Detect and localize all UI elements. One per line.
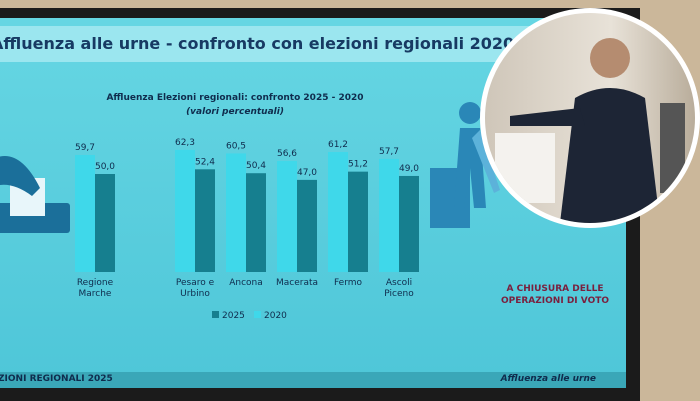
value-label: 62,3: [175, 138, 195, 148]
x-tick-label: Regione Marche: [76, 278, 114, 299]
value-label: 51,2: [348, 160, 368, 170]
legend-swatch: [254, 311, 261, 318]
voter-icon: [430, 102, 500, 228]
x-tick-label: Ancona: [229, 278, 263, 288]
value-label: 50,0: [95, 162, 115, 172]
value-label: 57,7: [379, 147, 399, 157]
chart: Affluenza Elezioni regionali: confronto …: [0, 93, 500, 321]
chart-subtitle: (valori percentuali): [186, 107, 284, 117]
footer-right: Affluenza alle urne: [500, 374, 596, 384]
value-label: 50,4: [246, 161, 266, 171]
bar: [75, 154, 95, 272]
footer-left: ELEZIONI REGIONALI 2025: [0, 374, 113, 384]
bar: [328, 152, 348, 272]
legend-label: 2025: [222, 311, 245, 321]
bar: [246, 173, 266, 272]
value-label: 61,2: [328, 140, 348, 150]
value-label: 52,4: [195, 157, 215, 167]
x-tick-label: Fermo: [333, 278, 363, 288]
legend-label: 2020: [264, 311, 287, 321]
x-tick-label: Pesaro e Urbino: [175, 278, 215, 299]
bar: [297, 179, 317, 272]
footer: ELEZIONI REGIONALI 2025 Affluenza alle u…: [0, 372, 626, 388]
photo-figure: [495, 38, 685, 223]
bar: [175, 149, 195, 272]
legend-swatch: [212, 311, 219, 318]
value-label: 60,5: [226, 141, 246, 151]
x-tick-label: Ascoli Piceno: [384, 278, 414, 299]
value-label: 47,0: [297, 168, 317, 178]
value-label: 59,7: [75, 143, 95, 153]
bar: [348, 171, 368, 272]
bar: [195, 169, 215, 272]
annotation: A CHIUSURA DELLE OPERAZIONI DI VOTO: [500, 284, 610, 306]
bar: [277, 161, 297, 272]
inset-photo: [480, 8, 700, 228]
value-label: 49,0: [399, 164, 419, 174]
bar: [226, 153, 246, 272]
x-tick-label: Macerata: [275, 278, 319, 288]
chart-title: Affluenza Elezioni regionali: confronto …: [106, 93, 363, 103]
bar: [95, 174, 115, 272]
bar: [379, 158, 399, 272]
value-label: 56,6: [277, 149, 297, 159]
ballot-icon: [0, 156, 70, 233]
header-title: Affluenza alle urne - confronto con elez…: [0, 34, 515, 53]
bar: [399, 175, 419, 272]
